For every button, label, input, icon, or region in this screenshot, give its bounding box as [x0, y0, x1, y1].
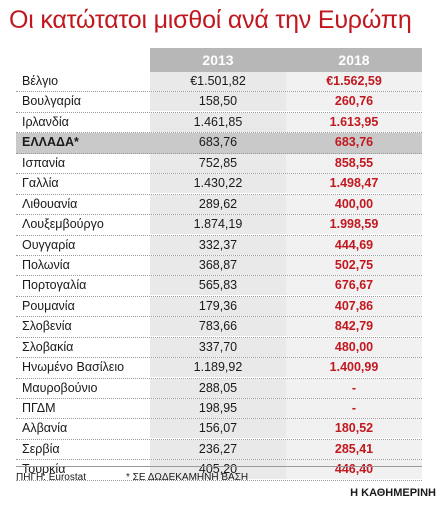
- value-2018: 180,52: [286, 419, 422, 439]
- source-note: ΠΗΓΗ: Eurostat: [16, 472, 86, 483]
- country-name: Σλοβενία: [22, 319, 72, 334]
- value-2013: 405,20: [150, 460, 286, 480]
- value-2013: 752,85: [150, 153, 286, 173]
- table-row: ΕΛΛΑΔΑ* 683,76 683,76: [16, 133, 422, 154]
- value-2013: 1.874,19: [150, 215, 286, 235]
- country-name: Λουξεμβούργο: [22, 217, 104, 232]
- value-2013: 683,76: [150, 133, 286, 153]
- value-2018: 842,79: [286, 317, 422, 337]
- country-name: Σλοβακία: [22, 339, 74, 354]
- value-2018: 444,69: [286, 235, 422, 255]
- column-header-2013: 2013: [150, 48, 286, 72]
- table-row: Ρουμανία 179,36 407,86: [16, 296, 422, 318]
- value-2018: 683,76: [286, 133, 422, 153]
- table-row: Σλοβακία 337,70 480,00: [16, 337, 422, 359]
- value-2018: 858,55: [286, 153, 422, 173]
- country-name: Ρουμανία: [22, 298, 75, 313]
- table-row: Πορτογαλία 565,83 676,67: [16, 276, 422, 297]
- country-name: Ιρλανδία: [22, 114, 69, 129]
- country-name: ΠΓΔΜ: [22, 401, 56, 415]
- value-2013: 1.189,92: [150, 358, 286, 378]
- country-name: Σερβία: [22, 441, 60, 456]
- value-2013: 783,66: [150, 317, 286, 337]
- value-2018: €1.562,59: [286, 72, 422, 91]
- country-name: Ουγγαρία: [22, 237, 76, 252]
- chart-title: Οι κατώτατοι μισθοί ανά την Ευρώπη: [9, 6, 412, 34]
- table-row: Μαυροβούνιο 288,05-: [16, 378, 422, 399]
- value-2018: 1.998,59: [286, 215, 422, 235]
- value-2018: 1.613,95: [286, 112, 422, 132]
- value-2013: €1.501,82: [150, 72, 286, 91]
- country-name: Βέλγιο: [22, 74, 59, 88]
- table-row: Λιθουανία 289,62 400,00: [16, 194, 422, 216]
- column-header-2018: 2018: [286, 48, 422, 72]
- country-name: Τουρκία: [22, 462, 66, 477]
- value-2018: 480,00: [286, 337, 422, 357]
- table-row: Ιρλανδία 1.461,85 1.613,95: [16, 112, 422, 134]
- value-2018: 446,40: [286, 460, 422, 480]
- table-body: Βέλγιο €1.501,82 €1.562,59 Βουλγαρία 158,50 2…: [16, 72, 422, 481]
- value-2013: 236,27: [150, 439, 286, 459]
- country-name: Μαυροβούνιο: [22, 380, 98, 395]
- country-name: Πορτογαλία: [22, 278, 87, 293]
- value-2013: 158,50: [150, 92, 286, 112]
- country-name: Λιθουανία: [22, 196, 78, 211]
- value-2018: 1.498,47: [286, 174, 422, 194]
- value-2013: 289,62: [150, 194, 286, 214]
- table-row: Βουλγαρία 158,50 260,76: [16, 92, 422, 113]
- table-row: Γαλλία 1.430,22 1.498,47: [16, 174, 422, 195]
- value-2013: 332,37: [150, 235, 286, 255]
- value-2018: 285,41: [286, 439, 422, 459]
- footnote: * ΣΕ ΔΩΔΕΚΑΜΗΝΗ ΒΑΣΗ: [126, 472, 249, 483]
- table-row: Πολωνία 368,87 502,75: [16, 255, 422, 277]
- table-row: ΠΓΔΜ 198,95-: [16, 399, 422, 420]
- country-name: Ηνωμένο Βασίλειο: [22, 360, 125, 375]
- column-header-2013-label: 2013: [202, 52, 234, 68]
- table-row: Ουγγαρία 332,37 444,69: [16, 235, 422, 256]
- value-2013: 1.430,22: [150, 174, 286, 194]
- value-2013: 337,70: [150, 337, 286, 357]
- value-2018: -: [286, 399, 422, 418]
- value-2018: 1.400,99: [286, 358, 422, 378]
- value-2013: 368,87: [150, 255, 286, 275]
- country-name: Πολωνία: [22, 257, 70, 272]
- table-row: Βέλγιο €1.501,82 €1.562,59: [16, 72, 422, 93]
- brand-logo-text: Η ΚΑΘΗΜΕΡΙΝΗ: [350, 487, 436, 499]
- country-name: Βουλγαρία: [22, 94, 81, 109]
- country-name: ΕΛΛΑΔΑ*: [22, 135, 79, 150]
- value-2013: 198,95: [150, 399, 286, 418]
- value-2018: 260,76: [286, 92, 422, 112]
- country-name: Γαλλία: [22, 176, 59, 191]
- column-header-2018-label: 2018: [338, 52, 370, 68]
- table-row: Αλβανία 156,07 180,52: [16, 419, 422, 440]
- table-row: Σλοβενία 783,66 842,79: [16, 317, 422, 338]
- table-row: Σερβία 236,27 285,41: [16, 439, 422, 461]
- value-2013: 288,05: [150, 378, 286, 398]
- value-2018: 407,86: [286, 296, 422, 316]
- value-2018: -: [286, 378, 422, 398]
- value-2018: 400,00: [286, 194, 422, 214]
- country-name: Ισπανία: [22, 155, 66, 170]
- country-name: Αλβανία: [22, 421, 68, 436]
- value-2018: 676,67: [286, 276, 422, 296]
- table-row: Λουξεμβούργο 1.874,19 1.998,59: [16, 215, 422, 236]
- table-row: Τουρκία 405,20 446,40: [16, 460, 422, 481]
- value-2013: 156,07: [150, 419, 286, 439]
- value-2018: 502,75: [286, 255, 422, 275]
- table-row: Ηνωμένο Βασίλειο 1.189,92 1.400,99: [16, 358, 422, 379]
- value-2013: 179,36: [150, 296, 286, 316]
- table-row: Ισπανία 752,85 858,55: [16, 153, 422, 175]
- value-2013: 565,83: [150, 276, 286, 296]
- footer-divider: [16, 466, 422, 467]
- value-2013: 1.461,85: [150, 112, 286, 132]
